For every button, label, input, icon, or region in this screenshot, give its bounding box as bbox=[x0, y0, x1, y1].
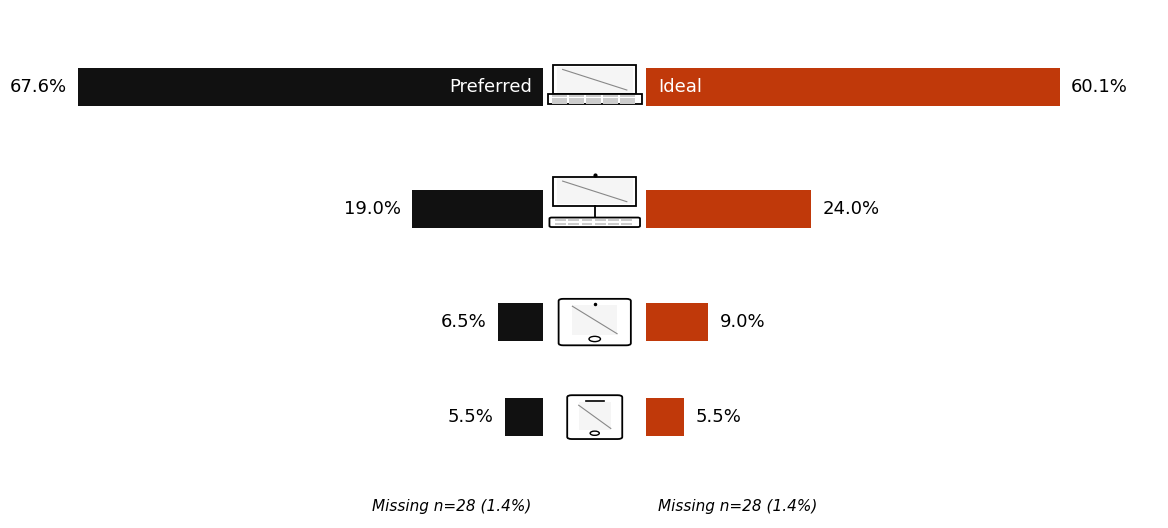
Bar bbox=[554, 177, 637, 206]
Bar bbox=[548, 94, 641, 103]
Bar bbox=[607, 220, 619, 222]
Bar bbox=[620, 98, 635, 100]
Bar bbox=[552, 98, 566, 100]
Text: 5.5%: 5.5% bbox=[696, 408, 742, 426]
Bar bbox=[412, 190, 543, 228]
Bar bbox=[506, 398, 543, 436]
Bar bbox=[646, 68, 1059, 106]
Bar bbox=[586, 101, 600, 103]
Bar bbox=[554, 65, 637, 94]
Bar bbox=[586, 95, 600, 97]
Bar bbox=[569, 101, 584, 103]
Text: Ideal: Ideal bbox=[658, 78, 702, 96]
Text: 67.6%: 67.6% bbox=[9, 78, 67, 96]
Text: 9.0%: 9.0% bbox=[719, 313, 765, 331]
Bar bbox=[569, 98, 584, 100]
Bar bbox=[603, 95, 618, 97]
Bar bbox=[578, 401, 611, 430]
Bar bbox=[569, 220, 579, 222]
Text: Missing n=28 (1.4%): Missing n=28 (1.4%) bbox=[373, 499, 531, 514]
Bar bbox=[620, 95, 635, 97]
Bar bbox=[78, 68, 543, 106]
Bar bbox=[557, 178, 633, 204]
Bar bbox=[582, 220, 592, 222]
Bar bbox=[582, 223, 592, 225]
Text: 6.5%: 6.5% bbox=[442, 313, 487, 331]
Bar bbox=[646, 190, 812, 228]
Text: Preferred: Preferred bbox=[449, 78, 531, 96]
Text: Missing n=28 (1.4%): Missing n=28 (1.4%) bbox=[658, 499, 818, 514]
FancyBboxPatch shape bbox=[558, 299, 631, 345]
FancyBboxPatch shape bbox=[568, 395, 623, 439]
Bar bbox=[552, 95, 566, 97]
Bar bbox=[555, 223, 566, 225]
Bar bbox=[621, 223, 632, 225]
Bar bbox=[646, 398, 684, 436]
Bar bbox=[620, 101, 635, 103]
Bar bbox=[555, 220, 566, 222]
Bar bbox=[499, 303, 543, 341]
Bar bbox=[607, 223, 619, 225]
Bar bbox=[595, 223, 606, 225]
Bar bbox=[603, 101, 618, 103]
Bar bbox=[569, 95, 584, 97]
Text: 19.0%: 19.0% bbox=[343, 200, 401, 218]
Bar bbox=[646, 303, 708, 341]
Bar bbox=[552, 101, 566, 103]
Text: 60.1%: 60.1% bbox=[1071, 78, 1128, 96]
Bar bbox=[586, 98, 600, 100]
Text: 5.5%: 5.5% bbox=[449, 408, 494, 426]
FancyBboxPatch shape bbox=[549, 218, 640, 227]
Bar bbox=[557, 67, 633, 93]
Bar bbox=[595, 220, 606, 222]
Bar bbox=[569, 223, 579, 225]
Bar bbox=[621, 220, 632, 222]
Text: 24.0%: 24.0% bbox=[823, 200, 880, 218]
Bar bbox=[572, 305, 617, 335]
Bar bbox=[603, 98, 618, 100]
